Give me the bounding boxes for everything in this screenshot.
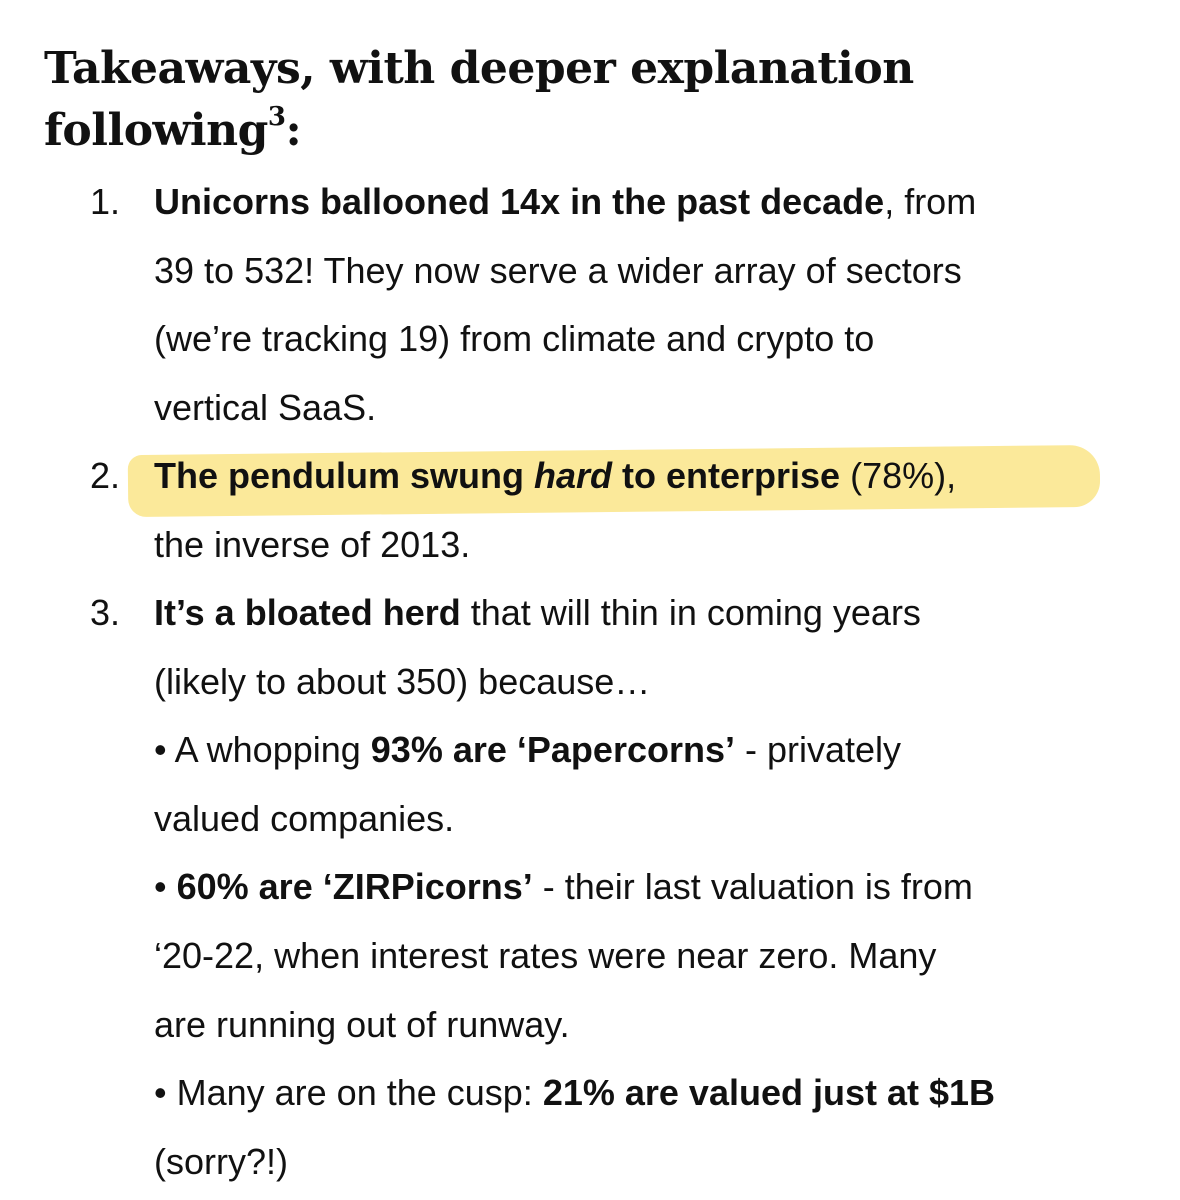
item-line: The pendulum swung hard to enterprise (7… — [154, 442, 1154, 511]
bullet-prefix: • — [154, 866, 177, 908]
item-bold-lead: It’s a bloated herd — [154, 592, 461, 633]
bullet-text: - privately — [734, 729, 902, 771]
footnote-marker[interactable]: 3 — [267, 102, 286, 133]
heading-suffix: : — [285, 105, 302, 156]
item-text: (78%), — [840, 455, 957, 496]
bullet-bold: 21% are valued just at $1B — [542, 1072, 996, 1114]
bullet-continuation: are running out of runway. — [154, 1003, 570, 1045]
item-text: that will thin in coming years — [460, 592, 921, 633]
item-bold-part: to enterprise — [612, 455, 841, 496]
item-line: the inverse of 2013. — [154, 523, 471, 565]
item-line: Unicorns ballooned 14x in the past decad… — [154, 168, 1154, 237]
bullet-continuation: valued companies. — [154, 797, 455, 839]
item-bold-italic: hard — [534, 455, 613, 496]
item-text: , from — [884, 181, 977, 222]
item-body: Unicorns ballooned 14x in the past decad… — [154, 168, 1154, 442]
bullet-prefix: • Many are on the cusp: — [154, 1072, 543, 1114]
bullet-prefix: • A whopping — [154, 729, 371, 771]
bullet-bold: 60% are ‘ZIRPicorns’ — [176, 866, 533, 908]
item-line: (we’re tracking 19) from climate and cry… — [154, 318, 875, 360]
bullet-continuation: (sorry?!) — [154, 1140, 288, 1182]
item-line: (likely to about 350) because… — [154, 660, 651, 702]
item-line: 39 to 532! They now serve a wider array … — [154, 249, 962, 291]
bullet-bold: 93% are ‘Papercorns’ — [370, 729, 735, 771]
bullet-zirpicorns: • 60% are ‘ZIRPicorns’ - their last valu… — [154, 853, 1154, 922]
item-line: vertical SaaS. — [154, 386, 377, 428]
item-body: The pendulum swung hard to enterprise (7… — [154, 442, 1154, 579]
bullet-cusp: • Many are on the cusp: 21% are valued j… — [154, 1059, 1154, 1128]
item-number: 3. — [90, 592, 121, 633]
item-line: It’s a bloated herd that will thin in co… — [154, 579, 1154, 648]
item-bold-lead: Unicorns ballooned 14x in the past decad… — [154, 181, 885, 222]
item-body: It’s a bloated herd that will thin in co… — [154, 579, 1154, 1196]
item-bold-lead: The pendulum swung hard to enterprise — [154, 455, 840, 496]
bullet-text: - their last valuation is from — [532, 866, 973, 908]
section-heading: Takeaways, with deeper explanation follo… — [44, 38, 1134, 162]
bullet-continuation: ‘20-22, when interest rates were near ze… — [154, 934, 937, 976]
bullet-papercorns: • A whopping 93% are ‘Papercorns’ - priv… — [154, 716, 1154, 785]
item-number: 2. — [90, 455, 121, 496]
heading-text: Takeaways, with deeper explanation follo… — [44, 43, 914, 156]
item-bold-part: The pendulum swung — [154, 455, 534, 496]
item-number: 1. — [90, 181, 121, 222]
